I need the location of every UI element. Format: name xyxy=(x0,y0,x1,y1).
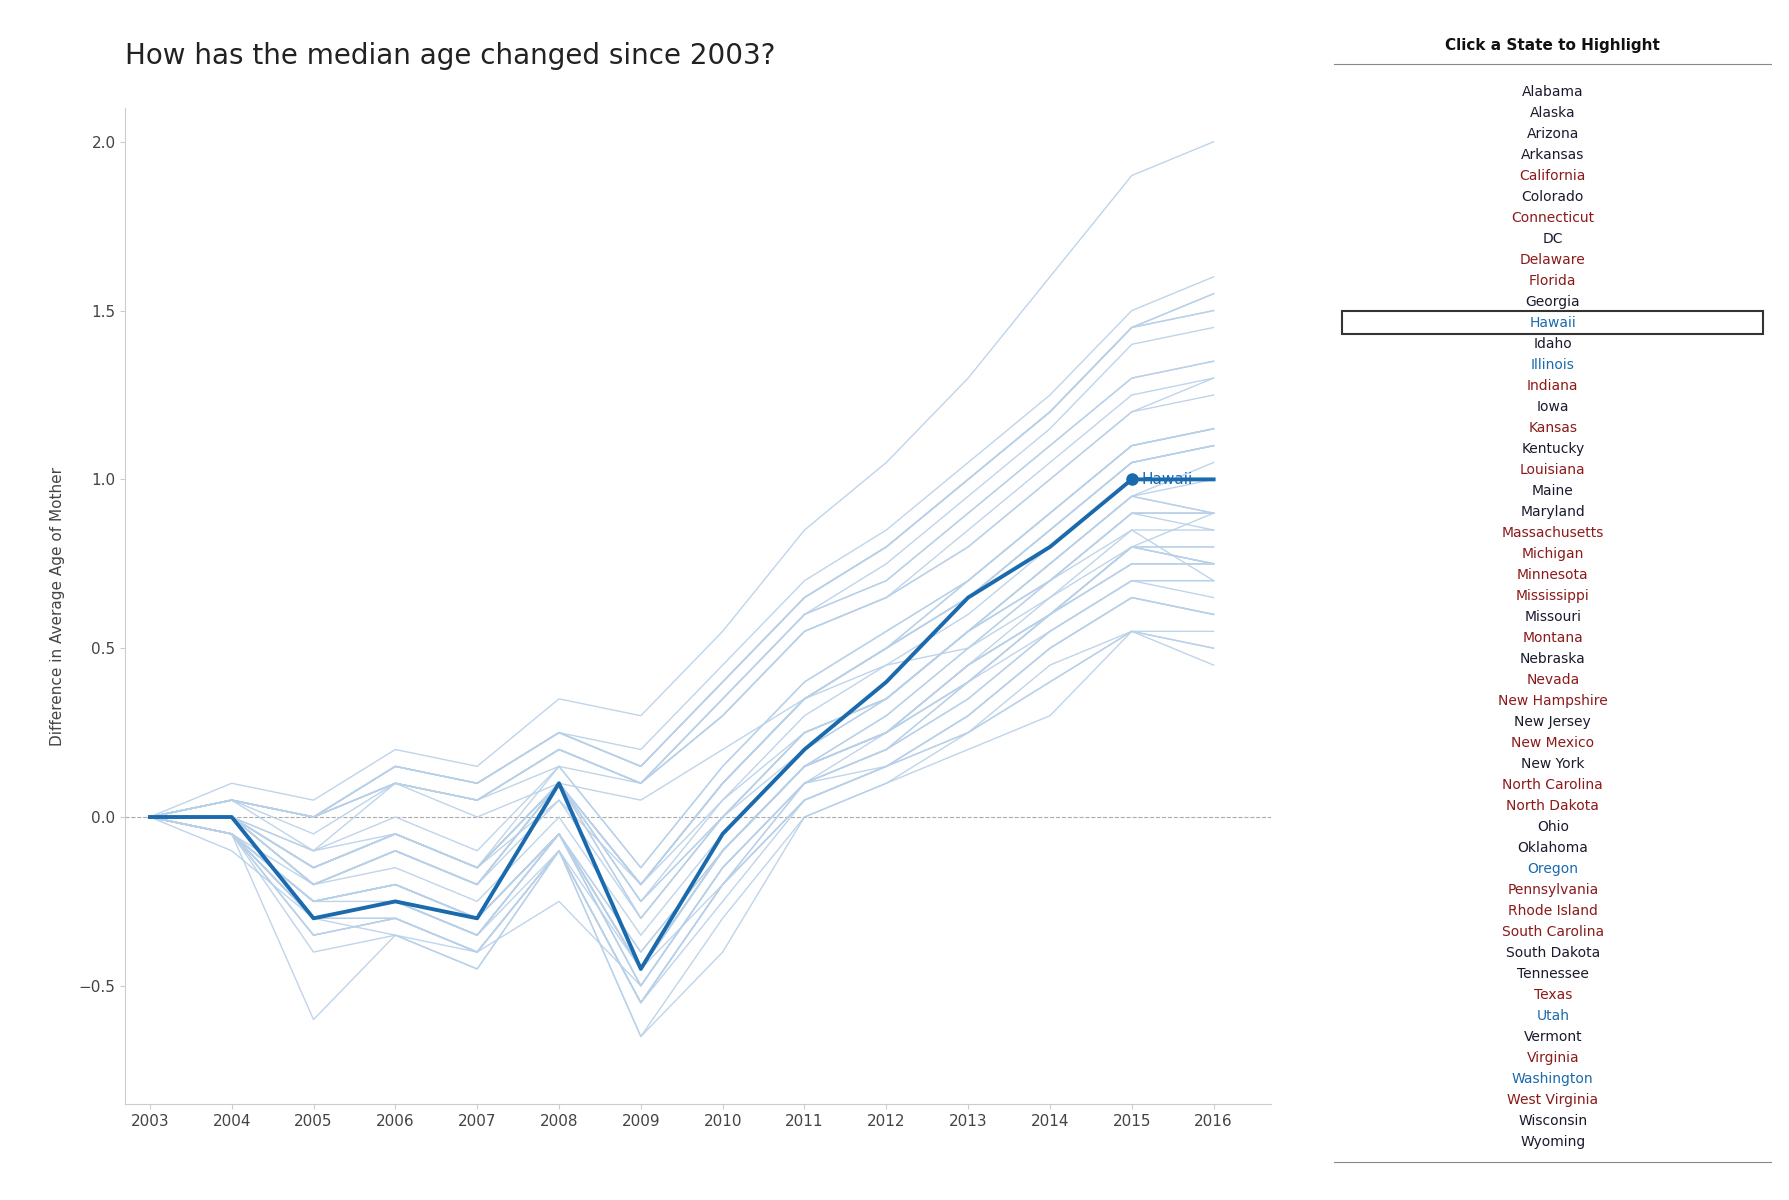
Text: Utah: Utah xyxy=(1535,1009,1569,1024)
Text: Washington: Washington xyxy=(1512,1072,1592,1086)
Text: Michigan: Michigan xyxy=(1521,547,1583,560)
Text: Minnesota: Minnesota xyxy=(1515,568,1589,582)
Text: Delaware: Delaware xyxy=(1519,253,1585,266)
Text: Iowa: Iowa xyxy=(1535,400,1569,414)
Text: Illinois: Illinois xyxy=(1530,358,1574,372)
Text: Wisconsin: Wisconsin xyxy=(1517,1115,1587,1128)
Text: Pennsylvania: Pennsylvania xyxy=(1506,883,1598,898)
Text: South Carolina: South Carolina xyxy=(1501,925,1603,940)
Text: Mississippi: Mississippi xyxy=(1515,589,1589,602)
Text: Texas: Texas xyxy=(1533,988,1571,1002)
Text: California: California xyxy=(1519,169,1585,182)
Text: Missouri: Missouri xyxy=(1524,610,1580,624)
Text: Wyoming: Wyoming xyxy=(1519,1135,1585,1150)
Text: Click a State to Highlight: Click a State to Highlight xyxy=(1444,38,1660,53)
Text: New Hampshire: New Hampshire xyxy=(1497,694,1607,708)
Text: Montana: Montana xyxy=(1522,631,1581,644)
Text: South Dakota: South Dakota xyxy=(1505,946,1599,960)
Text: Virginia: Virginia xyxy=(1526,1051,1578,1066)
Bar xyxy=(1342,311,1762,335)
Text: New York: New York xyxy=(1521,757,1583,772)
Text: Hawaii: Hawaii xyxy=(1528,316,1576,330)
Text: Arizona: Arizona xyxy=(1526,127,1578,140)
Y-axis label: Difference in Average Age of Mother: Difference in Average Age of Mother xyxy=(50,467,64,745)
Text: Idaho: Idaho xyxy=(1533,337,1571,350)
Text: Indiana: Indiana xyxy=(1526,379,1578,392)
Text: Colorado: Colorado xyxy=(1521,190,1583,204)
Text: Hawaii: Hawaii xyxy=(1141,472,1191,487)
Text: Vermont: Vermont xyxy=(1522,1030,1581,1044)
Text: Rhode Island: Rhode Island xyxy=(1506,904,1598,918)
Text: Nevada: Nevada xyxy=(1526,673,1578,686)
Text: Georgia: Georgia xyxy=(1524,295,1580,308)
Text: Ohio: Ohio xyxy=(1537,820,1567,834)
Text: Florida: Florida xyxy=(1528,274,1576,288)
Text: New Mexico: New Mexico xyxy=(1510,736,1594,750)
Text: Massachusetts: Massachusetts xyxy=(1501,526,1603,540)
Text: Kentucky: Kentucky xyxy=(1521,442,1583,456)
Text: Louisiana: Louisiana xyxy=(1519,463,1585,476)
Text: DC: DC xyxy=(1542,232,1562,246)
Text: Connecticut: Connecticut xyxy=(1510,211,1594,224)
Text: Maryland: Maryland xyxy=(1519,505,1585,518)
Text: West Virginia: West Virginia xyxy=(1506,1093,1598,1108)
Text: Oregon: Oregon xyxy=(1526,862,1578,876)
Text: Tennessee: Tennessee xyxy=(1515,967,1589,982)
Text: Nebraska: Nebraska xyxy=(1519,652,1585,666)
Text: North Dakota: North Dakota xyxy=(1506,799,1598,814)
Text: New Jersey: New Jersey xyxy=(1513,715,1590,728)
Text: Maine: Maine xyxy=(1531,484,1573,498)
Text: How has the median age changed since 2003?: How has the median age changed since 200… xyxy=(125,42,775,70)
Text: North Carolina: North Carolina xyxy=(1501,778,1603,792)
Text: Arkansas: Arkansas xyxy=(1521,148,1583,162)
Text: Kansas: Kansas xyxy=(1528,421,1576,434)
Text: Alabama: Alabama xyxy=(1521,85,1583,98)
Text: Alaska: Alaska xyxy=(1530,106,1574,120)
Text: Oklahoma: Oklahoma xyxy=(1517,841,1587,856)
